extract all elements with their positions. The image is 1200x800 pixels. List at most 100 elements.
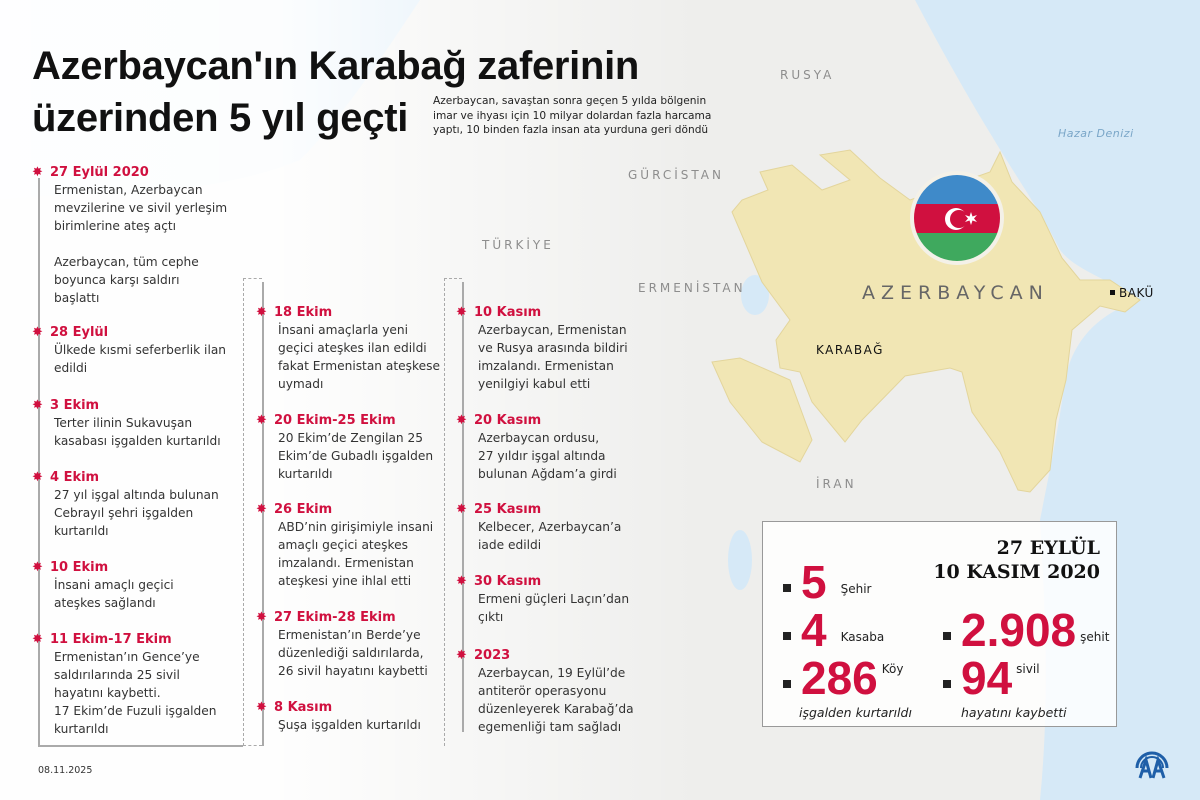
stat-value: 4: [801, 604, 827, 656]
timeline-date-text: 30 Kasım: [474, 574, 542, 589]
baku-marker: [1110, 290, 1115, 295]
nakhchivan-territory: [711, 357, 813, 463]
bullet-square-icon: [783, 584, 791, 592]
timeline-date-text: 20 Kasım: [474, 413, 542, 428]
timeline-date-text: 3 Ekim: [50, 398, 100, 413]
bullet-square-icon: [943, 680, 951, 688]
timeline-entry: ✸ 3 Ekim Terter ilinin Sukavuşan kasabası …: [32, 398, 254, 450]
lake-urmia: [728, 530, 752, 590]
timeline-line-1: [38, 178, 40, 746]
page-title: Azerbaycan'ın Karabağ zaferinin üzerinde…: [32, 40, 639, 144]
timeline-entry: ✸ 10 Kasım Azerbaycan, Ermenistan ve Rusya…: [456, 305, 678, 393]
star-bullet-icon: ✸: [32, 632, 43, 647]
star-bullet-icon: ✸: [456, 502, 467, 517]
star-bullet-icon: ✸: [32, 325, 43, 340]
timeline-date: ✸ 26 Ekim: [256, 502, 456, 518]
stat-label: Kasaba: [840, 630, 885, 644]
timeline-text: Şuşa işgalden kurtarıldı: [278, 718, 421, 732]
label-iran: İRAN: [816, 477, 857, 491]
timeline-entry: ✸ 25 Kasım Kelbecer, Azerbaycan’a iade edi…: [456, 502, 678, 554]
timeline-date-text: 27 Ekim-28 Ekim: [274, 610, 396, 625]
star-bullet-icon: ✸: [32, 560, 43, 575]
stat-label: Köy: [881, 662, 904, 676]
timeline-entry: ✸ 2023 Azerbaycan, 19 Eylül’de antiterör o…: [456, 648, 678, 736]
timeline-line-2: [262, 282, 264, 746]
title-line-1: Azerbaycan'ın Karabağ zaferinin: [32, 44, 640, 88]
timeline-date-text: 20 Ekim-25 Ekim: [274, 413, 396, 428]
timeline-date: ✸ 10 Ekim: [32, 560, 232, 576]
timeline-text: 20 Ekim’de Zengilan 25 Ekim’de Gubadlı i…: [278, 431, 434, 481]
timeline-date: ✸ 8 Kasım: [256, 700, 456, 716]
timeline-entry: ✸ 8 Kasım Şuşa işgalden kurtarıldı: [256, 700, 478, 734]
timeline-entry: ✸ 28 Eylül Ülkede kısmi seferberlik ilan e…: [32, 325, 254, 377]
map-fade-overlay: [0, 0, 700, 800]
range-line-1: 27 EYLÜL: [996, 537, 1100, 559]
timeline-date: ✸ 27 Eylül 2020: [32, 165, 232, 181]
aa-logo: [1135, 751, 1169, 779]
stat-sehir: 5 Şehir: [783, 556, 871, 608]
stat-caption-kurtarildi: işgalden kurtarıldı: [799, 705, 912, 720]
timeline-text: Kelbecer, Azerbaycan’a iade edildi: [478, 520, 622, 552]
timeline-date: ✸ 18 Ekim: [256, 305, 456, 321]
star-bullet-icon: ✸: [456, 413, 467, 428]
timeline-entry: ✸ 30 Kasım Ermeni güçleri Laçın’dan çıktı: [456, 574, 678, 626]
timeline-text: Azerbaycan, Ermenistan ve Rusya arasında…: [478, 323, 628, 391]
star-bullet-icon: ✸: [32, 398, 43, 413]
stat-koy: 286 Köy: [783, 652, 904, 704]
timeline-date: ✸ 25 Kasım: [456, 502, 656, 518]
azerbaijan-territory: [731, 149, 1141, 493]
lake-sevan: [741, 275, 769, 315]
star-bullet-icon: ✸: [256, 305, 267, 320]
label-baku: BAKÜ: [1119, 286, 1154, 300]
timeline-date: ✸ 20 Kasım: [456, 413, 656, 429]
timeline-text: Ermenistan’ın Berde’ye düzenlediği saldı…: [278, 628, 428, 678]
timeline-entry: ✸ 26 Ekim ABD’nin girişimiyle insani amaçl…: [256, 502, 478, 590]
stat-caption-kaybetti: hayatını kaybetti: [961, 705, 1067, 720]
label-azerbaycan: AZERBAYCAN: [862, 282, 1049, 304]
timeline-text: Ermenistan, Azerbaycan mevzilerine ve si…: [54, 183, 228, 305]
timeline-date: ✸ 11 Ekim-17 Ekim: [32, 632, 232, 648]
label-gurcistan: GÜRCİSTAN: [628, 168, 724, 182]
stat-sivil: 94 sivil: [943, 655, 1040, 701]
timeline-date-text: 8 Kasım: [274, 700, 333, 715]
timeline-text: Ülkede kısmi seferberlik ilan edildi: [54, 343, 227, 375]
timeline-date-text: 26 Ekim: [274, 502, 333, 517]
timeline-date: ✸ 28 Eylül: [32, 325, 232, 341]
timeline-date: ✸ 4 Ekim: [32, 470, 232, 486]
star-bullet-icon: ✸: [256, 413, 267, 428]
title-line-2: üzerinden 5 yıl geçti: [32, 96, 409, 140]
subtitle: Azerbaycan, savaştan sonra geçen 5 yılda…: [433, 95, 712, 136]
label-rusya: RUSYA: [780, 68, 835, 82]
stats-box: 27 EYLÜL 10 KASIM 2020 5 Şehir 4 Kasaba 28…: [762, 521, 1117, 727]
timeline-text: Ermenistan’ın Gence’ye saldırılarında 25…: [54, 650, 217, 736]
stat-value: 5: [801, 556, 827, 608]
timeline-text: İnsani amaçlarla yeni geçici ateşkes ila…: [278, 323, 440, 391]
dashed-connector-2: [444, 278, 462, 746]
timeline-date: ✸ 20 Ekim-25 Ekim: [256, 413, 456, 429]
bullet-square-icon: [783, 680, 791, 688]
timeline-date-text: 27 Eylül 2020: [50, 165, 149, 180]
timeline-text: Ermeni güçleri Laçın’dan çıktı: [478, 592, 630, 624]
timeline-line-3: [462, 282, 464, 732]
stat-label: sivil: [1016, 662, 1040, 676]
stat-kasaba: 4 Kasaba: [783, 604, 885, 656]
stat-sehit: 2.908 şehit: [943, 607, 1110, 653]
star-bullet-icon: ✸: [256, 700, 267, 715]
timeline-text: Azerbaycan ordusu, 27 yıldır işgal altın…: [478, 431, 617, 481]
timeline-date-text: 2023: [474, 648, 511, 663]
stat-value: 286: [801, 652, 878, 704]
timeline-text: ABD’nin girişimiyle insani amaçlı geçici…: [278, 520, 434, 588]
star-bullet-icon: ✸: [256, 502, 267, 517]
bullet-square-icon: [943, 632, 951, 640]
stat-label: şehit: [1080, 630, 1110, 644]
timeline-entry: ✸ 18 Ekim İnsani amaçlarla yeni geçici ate…: [256, 305, 478, 393]
publish-date: 08.11.2025: [38, 765, 93, 776]
timeline-date: ✸ 30 Kasım: [456, 574, 656, 590]
caspian-sea: [915, 0, 1200, 800]
timeline-text: Terter ilinin Sukavuşan kasabası işgalde…: [54, 416, 221, 448]
timeline-date-text: 11 Ekim-17 Ekim: [50, 632, 172, 647]
label-karabag: KARABAĞ: [816, 343, 884, 357]
timeline-date: ✸ 3 Ekim: [32, 398, 232, 414]
timeline-entry: ✸ 20 Ekim-25 Ekim 20 Ekim’de Zengilan 25 E…: [256, 413, 478, 483]
timeline-date-text: 4 Ekim: [50, 470, 100, 485]
